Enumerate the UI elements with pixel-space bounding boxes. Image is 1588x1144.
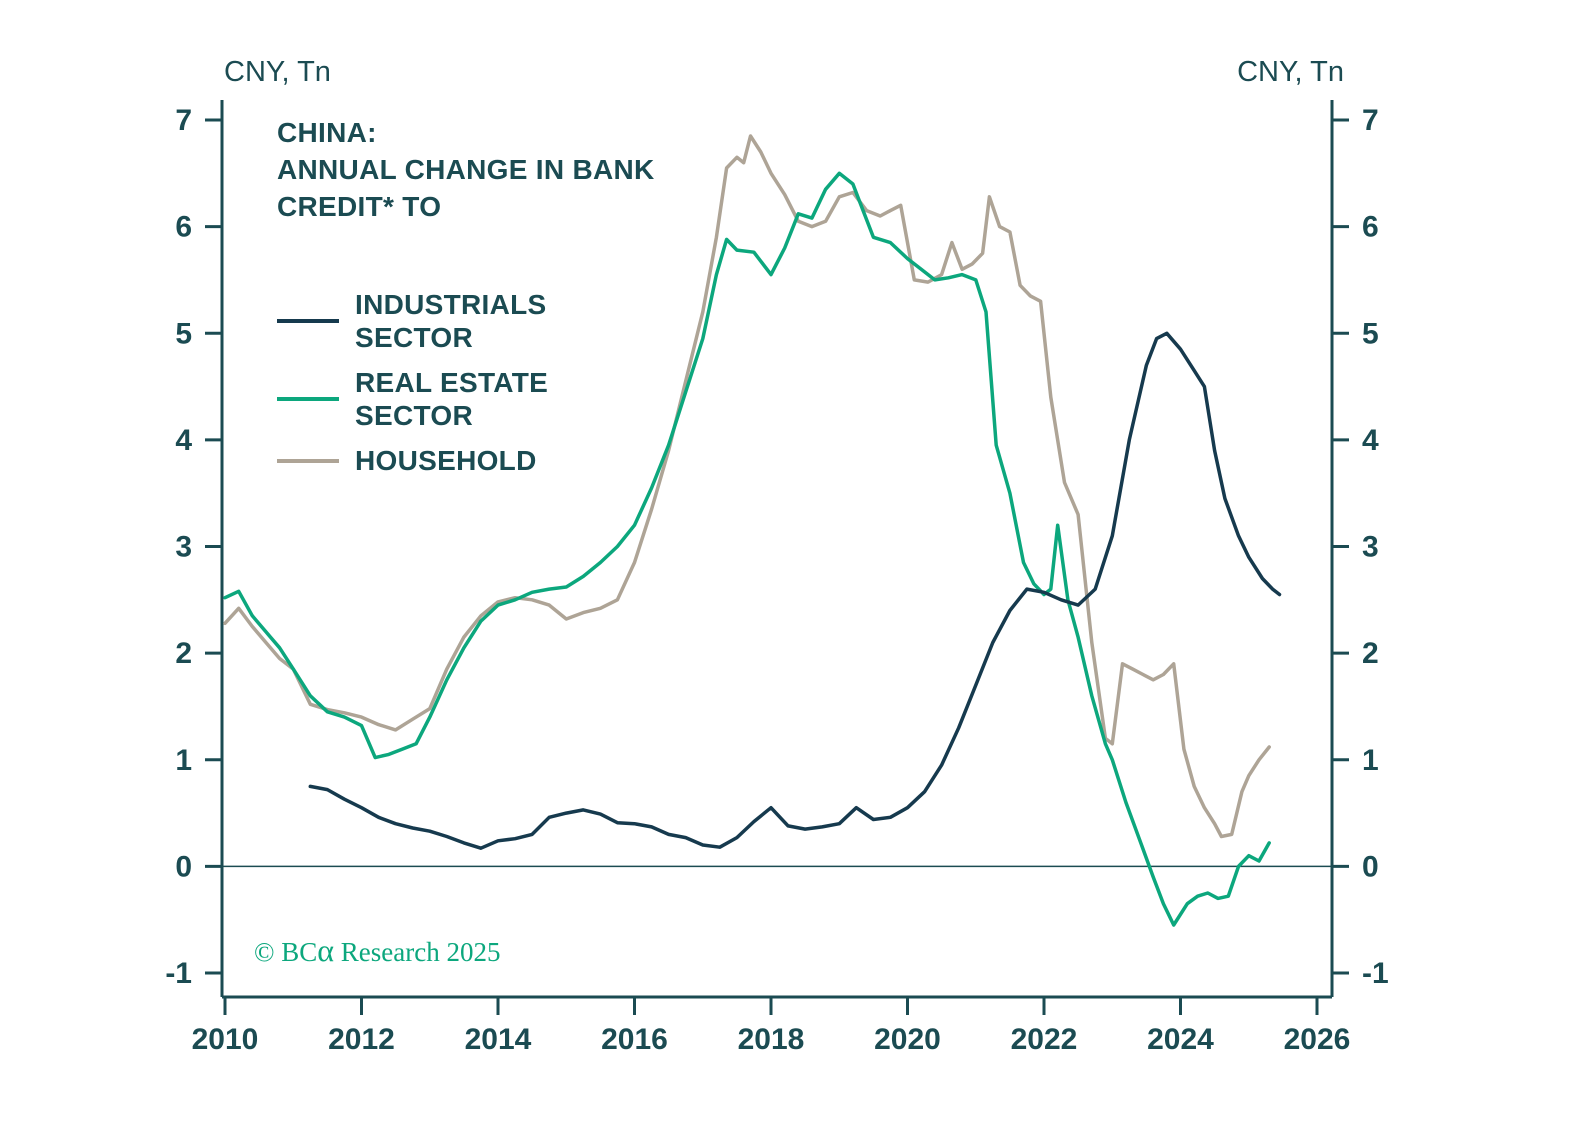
left-axis-title: CNY, Tn (224, 56, 331, 88)
chart-title-line3: CREDIT* TO (277, 191, 442, 222)
x-tick-label: 2016 (601, 1023, 668, 1056)
y-tick-label-right: 6 (1362, 211, 1379, 244)
legend-swatch-household (277, 458, 339, 463)
y-tick-label-right: 4 (1362, 424, 1379, 457)
y-tick-label-left: 3 (175, 531, 192, 564)
y-tick-label-left: 4 (175, 424, 192, 457)
x-tick-label: 2022 (1011, 1023, 1078, 1056)
y-tick-label-right: 3 (1362, 531, 1379, 564)
x-tick-label: 2026 (1284, 1023, 1351, 1056)
legend-item-industrials-sector: INDUSTRIALS SECTOR (277, 288, 570, 354)
y-tick-label-left: 2 (175, 637, 192, 670)
y-tick-label-right: 0 (1362, 850, 1379, 883)
x-tick-label: 2012 (328, 1023, 395, 1056)
y-tick-label-right: 1 (1362, 744, 1379, 777)
copyright-alpha-glyph: α (317, 932, 335, 968)
chart-title-line2: ANNUAL CHANGE IN BANK (277, 154, 655, 185)
series-household (223, 134, 1271, 839)
x-tick-label: 2020 (874, 1023, 941, 1056)
x-tick-label: 2010 (192, 1023, 259, 1056)
y-tick-label-right: -1 (1362, 957, 1389, 990)
legend-item-household: HOUSEHOLD (277, 444, 570, 477)
legend: INDUSTRIALS SECTOR REAL ESTATE SECTOR HOUS… (277, 288, 570, 477)
y-tick-label-left: 1 (175, 744, 192, 777)
legend-label-household: HOUSEHOLD (355, 445, 537, 476)
legend-label-real-estate-sector: REAL ESTATE SECTOR (355, 367, 549, 431)
right-axis-title: CNY, Tn (1237, 56, 1344, 88)
legend-label-industrials-sector: INDUSTRIALS SECTOR (355, 289, 547, 353)
y-tick-label-right: 7 (1362, 104, 1379, 137)
copyright-prefix: © BC (254, 937, 318, 967)
y-tick-label-left: 0 (175, 850, 192, 883)
y-tick-label-left: 7 (175, 104, 192, 137)
legend-item-real-estate-sector: REAL ESTATE SECTOR (277, 366, 570, 432)
x-tick-label: 2018 (738, 1023, 805, 1056)
y-tick-label-left: -1 (165, 957, 192, 990)
chart-title: CHINA: ANNUAL CHANGE IN BANK CREDIT* TO (277, 114, 655, 225)
y-tick-label-right: 5 (1362, 317, 1379, 350)
x-tick-label: 2024 (1147, 1023, 1214, 1056)
legend-swatch-real-estate-sector (277, 397, 339, 401)
legend-swatch-industrials-sector (277, 319, 339, 323)
series-industrials-sector (308, 331, 1282, 850)
y-tick-label-left: 5 (175, 317, 192, 350)
copyright: © BCα Research 2025 (254, 934, 501, 968)
x-tick-label: 2014 (465, 1023, 532, 1056)
chart-title-line1: CHINA: (277, 117, 377, 148)
y-tick-label-left: 6 (175, 211, 192, 244)
series-real-estate-sector (223, 171, 1271, 927)
copyright-suffix: Research 2025 (334, 937, 501, 967)
y-tick-label-right: 2 (1362, 637, 1379, 670)
